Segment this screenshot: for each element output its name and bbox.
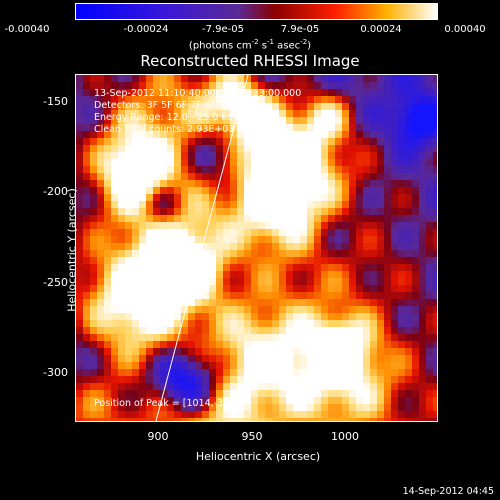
y-tick-label: -250 bbox=[43, 276, 68, 289]
plot-title: Reconstructed RHESSI Image bbox=[140, 52, 360, 70]
plot-timestamp: 14-Sep-2012 04:45 bbox=[402, 486, 494, 497]
energy-range-text: Energy Range: 12.0 - 25.0 keV bbox=[94, 112, 239, 123]
clean-counts-text: Clean Total counts: 2.93E+03 bbox=[94, 124, 235, 135]
colorbar-tick-label: 0.00040 bbox=[444, 24, 486, 35]
y-tick-label: -200 bbox=[43, 185, 68, 198]
detectors-text: Detectors: 3F 5F 6F 7F 8F 9F, Att 0 bbox=[94, 100, 260, 111]
colorbar-tick-label: -0.00040 bbox=[4, 24, 50, 35]
limb-line bbox=[155, 75, 249, 421]
time-range-text: 13-Sep-2012 11:10:40.000 to 11:13:00.000 bbox=[94, 88, 302, 99]
rhessi-image-frame bbox=[75, 74, 438, 422]
x-tick-label: 950 bbox=[241, 430, 263, 443]
y-tick-label: -150 bbox=[43, 95, 68, 108]
x-axis-label: Heliocentric X (arcsec) bbox=[195, 450, 321, 463]
x-tick-label: 1000 bbox=[331, 430, 359, 443]
y-axis-label: Heliocentric Y (arcsec) bbox=[65, 188, 79, 312]
colorbar-tick-label: -0.00024 bbox=[123, 24, 169, 35]
colorbar bbox=[75, 3, 438, 20]
colorbar-gradient bbox=[76, 4, 437, 19]
colorbar-units: (photons cm-2 s-1 asec-2) bbox=[188, 38, 312, 52]
image-pixels bbox=[76, 75, 437, 421]
colorbar-tick-label: -7.9e-05 bbox=[202, 24, 244, 35]
rhessi-image bbox=[76, 75, 437, 421]
x-tick-label: 900 bbox=[147, 430, 169, 443]
y-tick-label: -300 bbox=[43, 366, 68, 379]
colorbar-tick-label: 0.00024 bbox=[360, 24, 402, 35]
colorbar-tick-label: 7.9e-05 bbox=[280, 24, 320, 35]
peak-position-text: Position of Peak = [1014,-318] bbox=[94, 398, 239, 409]
